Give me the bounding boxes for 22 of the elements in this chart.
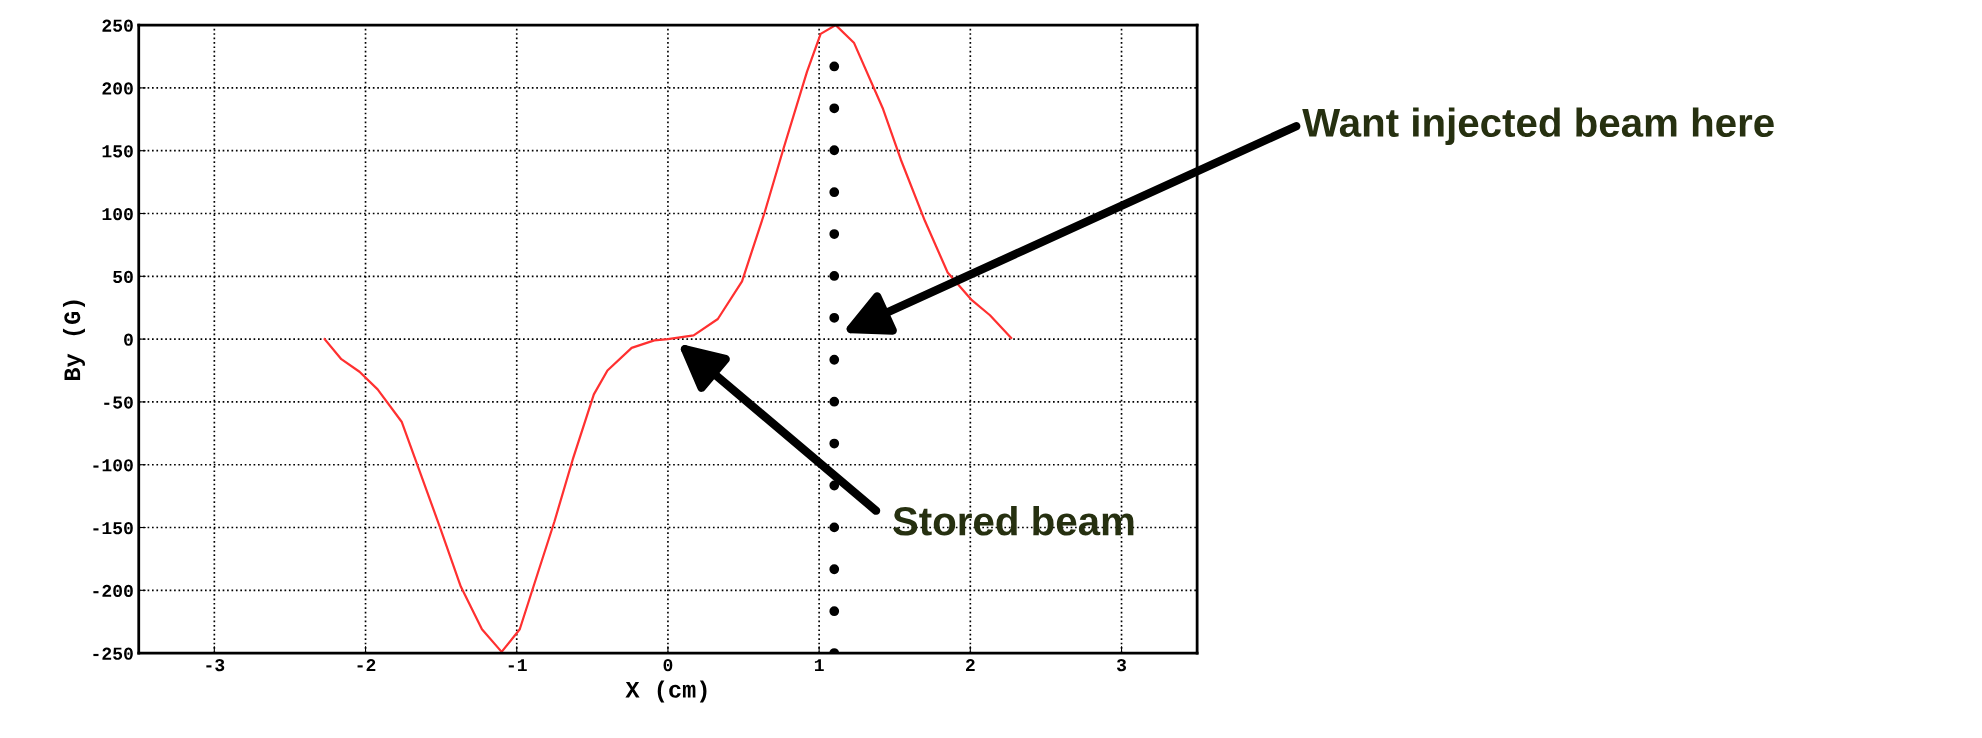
y-tick-label: -250: [93, 647, 133, 660]
y-tick-label: -50: [104, 396, 133, 409]
y-tick-label: 200: [102, 82, 133, 95]
x-tick-label: 1: [814, 659, 824, 672]
y-tick-label: 100: [102, 207, 133, 221]
x-tick-label: -2: [357, 659, 376, 672]
y-tick-label: 150: [102, 145, 133, 158]
y-tick-label: -100: [93, 459, 133, 472]
y-tick-label: 0: [124, 333, 133, 346]
y-tick-label: 50: [113, 270, 133, 284]
x-axis-title: X (cm): [625, 680, 707, 703]
x-tick-label: 0: [663, 659, 673, 672]
x-tick-label: 2: [966, 659, 975, 672]
annotation: Stored beam: [893, 505, 1134, 536]
y-tick-label: -200: [93, 584, 133, 598]
y-axis-title: By (G): [62, 300, 85, 381]
y-tick-label: 250: [102, 19, 133, 32]
x-tick-label: 3: [1116, 659, 1127, 672]
x-tick-label: -3: [206, 659, 225, 672]
x-tick-label: -1: [508, 659, 527, 672]
y-tick-label: -150: [93, 521, 133, 535]
text: Want injected beam here: [1302, 107, 1774, 145]
